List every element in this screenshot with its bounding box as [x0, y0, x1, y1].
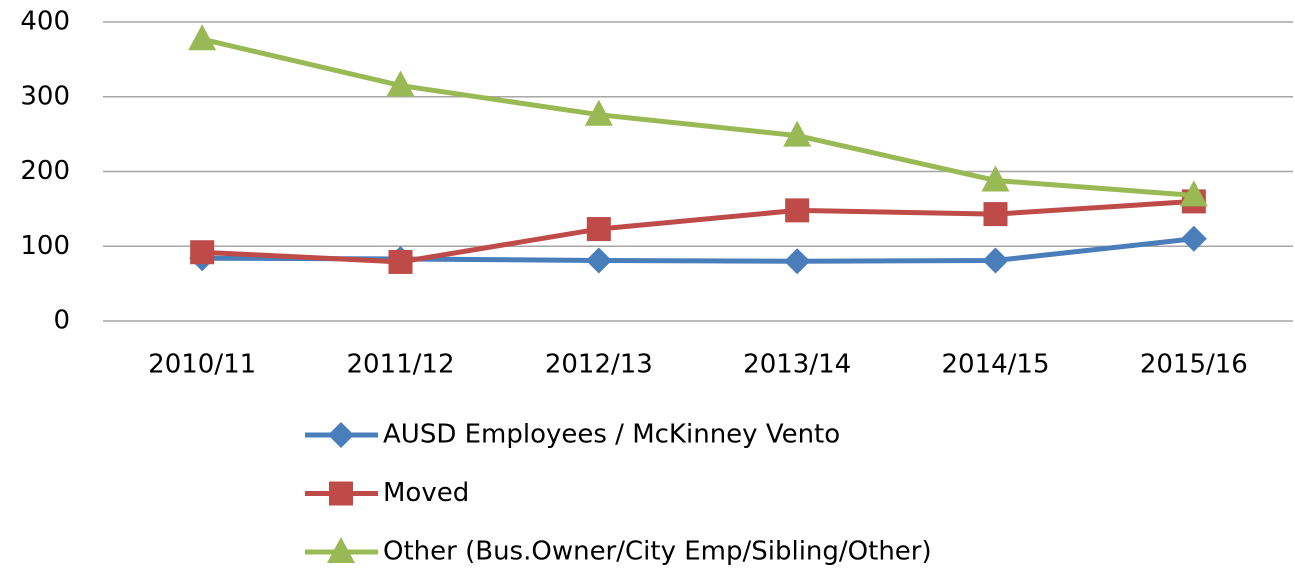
y-tick-label: 300 — [20, 81, 70, 111]
x-tick-label: 2014/15 — [941, 350, 1049, 380]
legend-marker — [329, 481, 353, 506]
series-line — [201, 36, 1195, 198]
y-tick-label: 200 — [20, 156, 70, 186]
legend-label: Other (Bus.Owner/City Emp/Sibling/Other) — [383, 537, 932, 567]
data-point — [386, 70, 415, 97]
data-point — [1179, 180, 1208, 207]
y-tick-label: 0 — [53, 306, 70, 336]
data-point — [981, 165, 1010, 192]
legend-label: Moved — [383, 478, 469, 508]
data-point — [983, 202, 1008, 227]
data-point — [1180, 225, 1207, 252]
legend-marker — [328, 422, 354, 448]
data-point — [190, 240, 215, 265]
y-tick-label: 100 — [20, 231, 70, 261]
x-tick-label: 2013/14 — [743, 350, 851, 380]
data-point — [586, 217, 611, 242]
x-tick-label: 2012/13 — [545, 350, 653, 380]
y-tick-label: 400 — [20, 7, 70, 37]
x-tick-label: 2010/11 — [148, 350, 256, 380]
data-point — [785, 198, 810, 223]
x-tick-label: 2015/16 — [1140, 350, 1248, 380]
data-point — [585, 247, 612, 274]
legend-label: AUSD Employees / McKinney Vento — [383, 420, 840, 450]
data-point — [188, 24, 217, 51]
data-point — [784, 248, 811, 275]
legend-marker — [327, 537, 355, 563]
x-tick-label: 2011/12 — [346, 350, 454, 380]
data-point — [982, 247, 1009, 274]
data-point — [783, 120, 812, 147]
data-point — [584, 99, 613, 126]
series-line — [202, 198, 1194, 265]
data-point — [388, 249, 413, 274]
